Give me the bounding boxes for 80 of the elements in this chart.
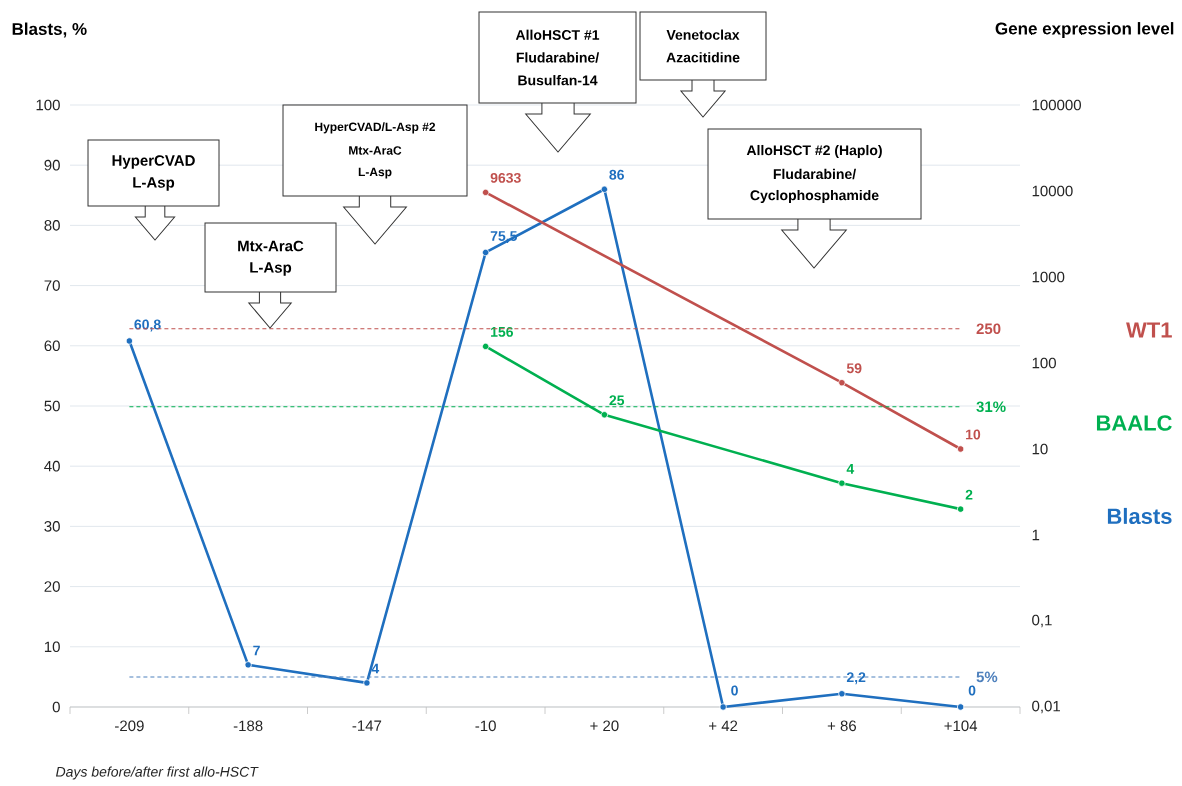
text: Fludarabine/	[516, 52, 599, 63]
x-tick-label: -10	[475, 720, 496, 732]
data-label: 156	[491, 326, 514, 337]
y2-tick-label: 0,01	[1032, 700, 1060, 714]
y2-tick-label: 100000	[1032, 99, 1081, 111]
y-tick-label: 0	[52, 701, 60, 713]
data-label: 25	[609, 395, 625, 406]
annotation: Cyclophosphamide	[750, 189, 879, 204]
x-tick-label: + 42	[709, 720, 738, 731]
y-tick-label: 20	[44, 581, 60, 592]
y2-tick-label: 0,1	[1032, 614, 1052, 628]
annotation: Mtx-AraC	[349, 146, 402, 155]
y2-tick-label: 1	[1032, 529, 1040, 541]
x-tick-label: +104	[944, 720, 978, 732]
y2-tick-label: 10	[1032, 443, 1048, 455]
data-label: 4	[846, 464, 855, 474]
y-tick-label: 10	[44, 641, 60, 653]
annotation: HyperCVAD/L-Asp #2	[315, 122, 436, 134]
y2-axis-title: Gene expression level	[995, 22, 1174, 38]
point	[838, 479, 846, 487]
ref-line-label: 5%	[976, 671, 998, 683]
point	[838, 690, 846, 698]
y-tick-label: 90	[44, 159, 60, 171]
annotation: AlloHSCT #2 (Haplo)	[746, 144, 882, 159]
point	[125, 337, 133, 345]
annotation: L-Asp	[358, 167, 392, 179]
y-tick-label: 80	[44, 220, 60, 231]
point	[482, 248, 490, 257]
x-tick-label: -188	[233, 720, 263, 732]
annotation: L-Asp	[250, 262, 292, 276]
point	[600, 411, 608, 419]
point	[600, 185, 608, 193]
point	[482, 342, 490, 350]
y-tick-label: 70	[44, 280, 60, 291]
data-label: 10	[966, 429, 981, 440]
y2-tick-label: 10000	[1032, 185, 1073, 197]
text: Venetoclax	[666, 29, 740, 40]
text: AlloHSCT #1	[515, 29, 600, 40]
point	[957, 445, 965, 453]
y-tick-label: 50	[44, 400, 60, 412]
data-label: 60,8	[134, 319, 161, 332]
text: Busulfan-14	[518, 75, 598, 86]
x-tick-label: -147	[352, 720, 382, 731]
point	[363, 679, 371, 687]
point	[482, 188, 490, 196]
data-label: 0	[968, 685, 976, 696]
data-label: 7	[253, 645, 260, 656]
ref-line-label: 250	[976, 323, 1001, 335]
text: Azacitidine	[666, 52, 740, 63]
annotation: Fludarabine/	[773, 168, 856, 180]
x-axis-title: Days before/after first allo-HSCT	[55, 766, 259, 780]
x-tick-label: -209	[115, 720, 144, 732]
point	[719, 703, 727, 711]
data-label: 2,2	[846, 672, 866, 685]
point	[838, 379, 846, 387]
data-label: 0	[731, 685, 738, 696]
data-label: 86	[609, 169, 624, 180]
x-tick-label: + 86	[827, 720, 857, 732]
data-label: 9633	[490, 172, 521, 183]
y-axis-title: Blasts, %	[12, 22, 87, 38]
text: WT1	[1126, 322, 1172, 338]
point	[957, 703, 965, 711]
ref-line-label: 31%	[976, 401, 1006, 413]
annotation: HyperCVAD	[112, 155, 195, 169]
data-label: 4	[371, 663, 380, 674]
data-label: 2	[965, 489, 973, 500]
y-tick-label: 30	[44, 521, 60, 532]
point	[244, 661, 252, 669]
annotation: Mtx-AraC	[238, 240, 304, 252]
x-tick-label: + 20	[590, 720, 619, 732]
y-tick-label: 60	[44, 340, 60, 352]
y2-tick-label: 100	[1032, 357, 1056, 369]
annotation: L-Asp	[133, 177, 175, 191]
y2-tick-label: 1000	[1032, 271, 1065, 283]
point	[957, 505, 965, 513]
y-tick-label: 40	[44, 460, 60, 472]
text: BAALC	[1096, 415, 1172, 431]
y-tick-label: 100	[36, 99, 60, 111]
data-label: 59	[846, 363, 862, 374]
text: Blasts	[1107, 507, 1172, 525]
